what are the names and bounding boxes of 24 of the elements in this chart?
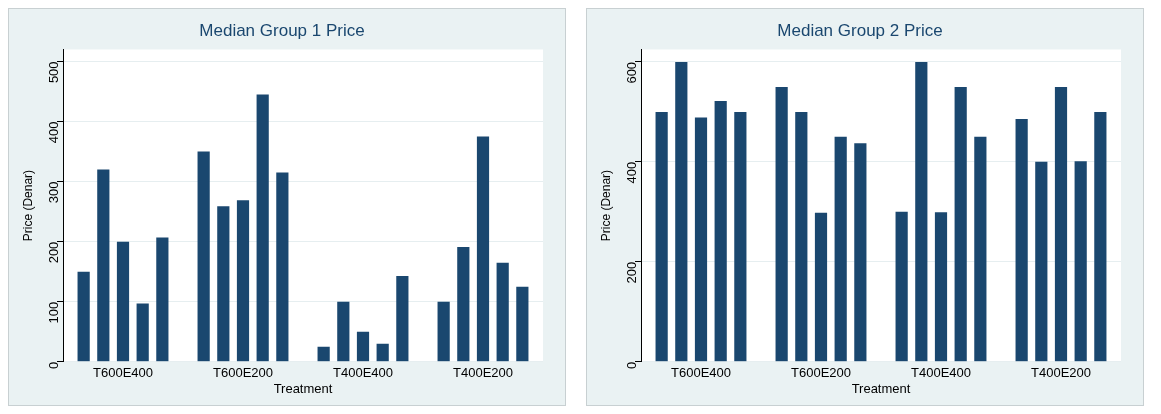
x-tick-label: T600E400 — [671, 365, 731, 381]
y-tick-label: 200 — [623, 261, 639, 284]
x-tick-label: T600E200 — [791, 365, 851, 381]
x-tick-label: T400E400 — [911, 365, 971, 381]
y-tick-label: 400 — [623, 161, 639, 184]
y-tick-label: 200 — [45, 241, 61, 264]
x-tick-label: T400E400 — [333, 365, 393, 381]
y-tick-label: 0 — [45, 361, 61, 370]
x-tick-label: T600E200 — [213, 365, 273, 381]
y-tick-label: 100 — [45, 301, 61, 324]
y-tick-label: 600 — [623, 61, 639, 84]
y-axis-title: Price (Denar) — [20, 169, 35, 242]
x-tick-label: T400E200 — [1031, 365, 1091, 381]
chart-title: Median Group 2 Price — [777, 20, 943, 40]
x-tick-label: T600E400 — [93, 365, 153, 381]
x-axis-title: Treatment — [273, 380, 333, 396]
y-tick-label: 0 — [623, 361, 639, 370]
x-axis-title: Treatment — [851, 380, 911, 396]
y-tick-label: 400 — [45, 121, 61, 144]
y-tick-label: 500 — [45, 61, 61, 84]
x-tick-label: T400E200 — [453, 365, 513, 381]
chart-title: Median Group 1 Price — [199, 20, 365, 40]
y-axis-title: Price (Denar) — [598, 169, 613, 242]
y-tick-label: 300 — [45, 181, 61, 204]
